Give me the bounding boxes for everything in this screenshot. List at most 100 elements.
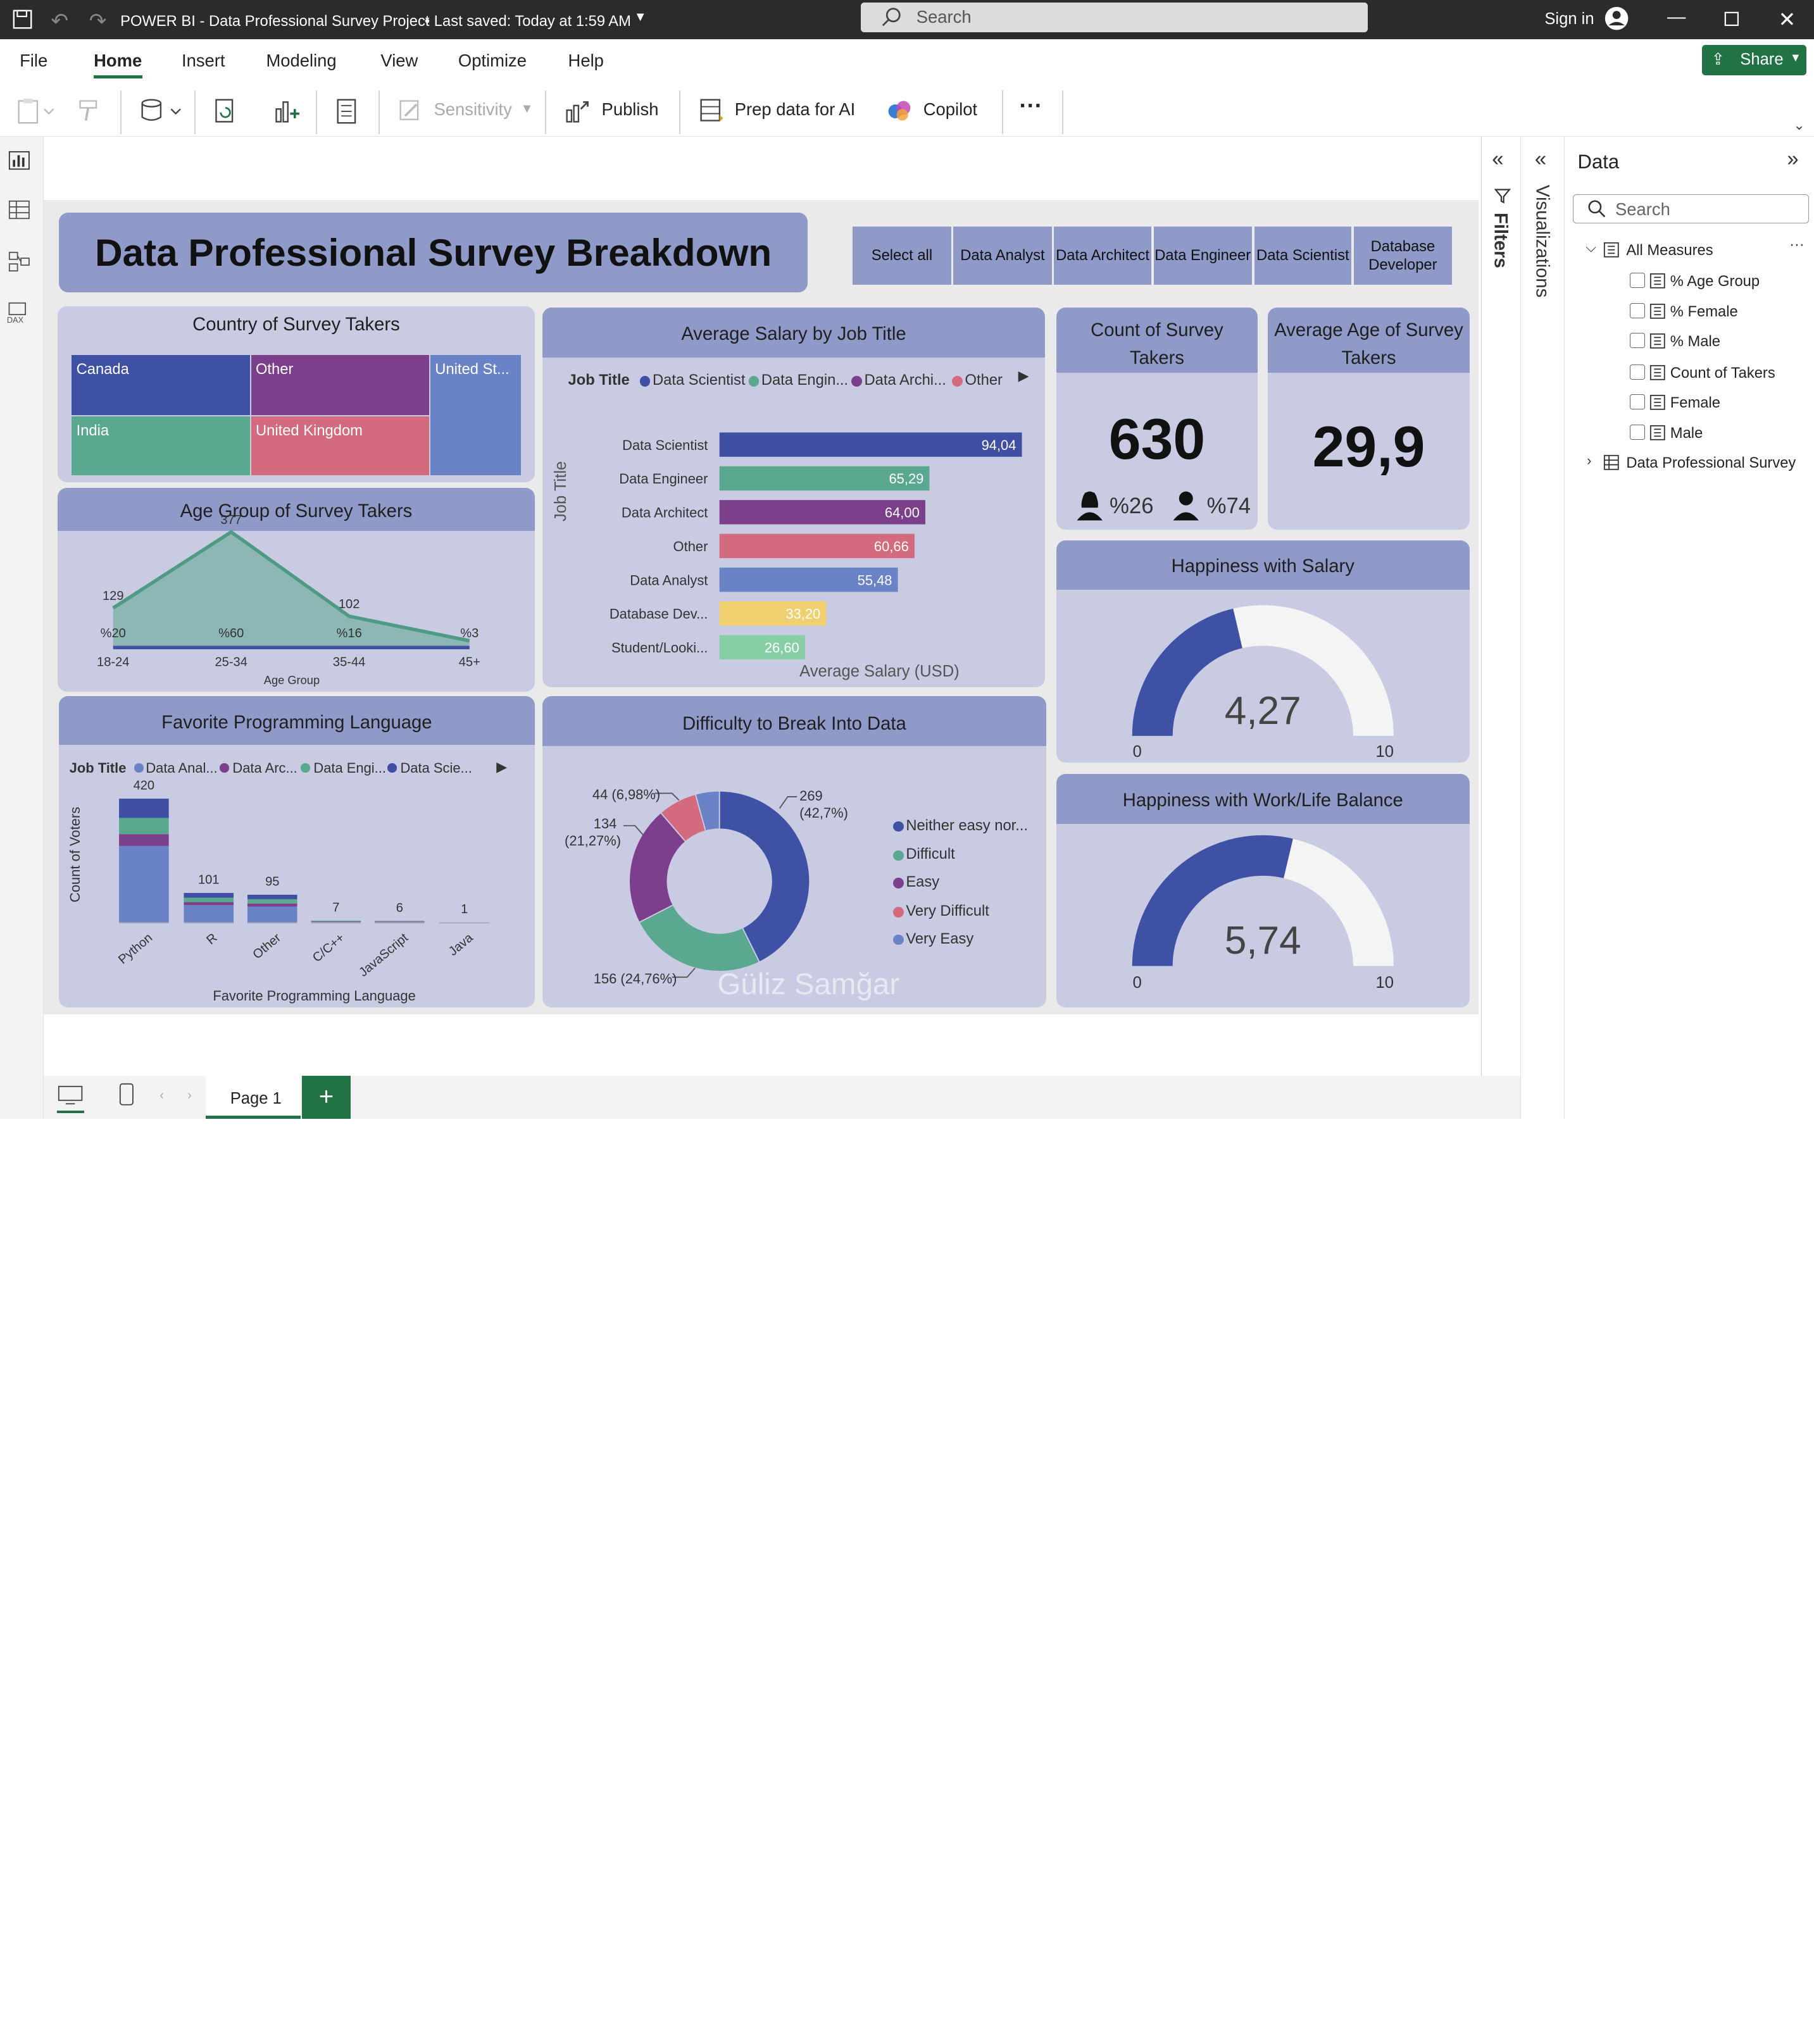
chevron-down-icon[interactable]: ▼ bbox=[521, 102, 534, 116]
report-view-icon[interactable] bbox=[8, 151, 32, 171]
save-icon[interactable] bbox=[13, 9, 34, 30]
collapse-ribbon-icon[interactable]: ⌄ bbox=[1793, 117, 1805, 134]
treemap-cell-india[interactable]: India bbox=[72, 416, 250, 475]
difficulty-legend-item[interactable]: Neither easy nor... bbox=[906, 817, 1028, 835]
all-measures-group[interactable]: All Measures bbox=[1626, 242, 1713, 259]
treemap-cell-other[interactable]: Other bbox=[251, 355, 430, 415]
field-male[interactable]: Male bbox=[1670, 425, 1703, 442]
avg-age-card[interactable]: Average Age of Survey Takers 29,9 bbox=[1268, 308, 1469, 530]
mobile-layout-icon[interactable] bbox=[119, 1083, 135, 1106]
slicer-data-engineer[interactable]: Data Engineer bbox=[1154, 227, 1252, 284]
field-female[interactable]: Female bbox=[1670, 394, 1720, 412]
next-page-icon[interactable]: › bbox=[187, 1088, 192, 1103]
sign-in-link[interactable]: Sign in bbox=[1544, 10, 1594, 28]
new-visual-icon[interactable] bbox=[273, 97, 301, 125]
chevron-right-icon[interactable]: › bbox=[1587, 452, 1591, 469]
minimize-icon[interactable]: — bbox=[1667, 7, 1686, 28]
prev-page-icon[interactable]: ‹ bbox=[160, 1088, 164, 1103]
paste-icon[interactable] bbox=[16, 97, 58, 125]
chevron-down-icon[interactable]: ▼ bbox=[634, 10, 647, 25]
undo-icon[interactable]: ↶ bbox=[51, 8, 68, 33]
tab-modeling[interactable]: Modeling bbox=[266, 51, 336, 71]
sensitivity-label[interactable]: Sensitivity bbox=[434, 99, 512, 120]
country-card[interactable]: Country of Survey Takers Canada Other Un… bbox=[58, 306, 534, 482]
difficulty-card[interactable]: Difficulty to Break Into Data 269 (42,7%… bbox=[542, 696, 1046, 1007]
copilot-button[interactable]: Copilot bbox=[923, 99, 977, 120]
field-checkbox[interactable] bbox=[1630, 273, 1645, 288]
difficulty-legend-item[interactable]: Difficult bbox=[906, 845, 954, 863]
field-age-group[interactable]: % Age Group bbox=[1670, 273, 1760, 290]
tab-help[interactable]: Help bbox=[568, 51, 604, 71]
add-page-button[interactable]: + bbox=[302, 1076, 351, 1119]
more-options-icon[interactable]: ··· bbox=[1789, 236, 1805, 254]
calculator-icon[interactable] bbox=[335, 97, 359, 125]
difficulty-chart[interactable] bbox=[542, 696, 1046, 1007]
language-card[interactable]: Favorite Programming Language Job Title … bbox=[59, 696, 534, 1007]
field-checkbox[interactable] bbox=[1630, 425, 1645, 440]
publish-icon[interactable] bbox=[565, 97, 592, 125]
field-checkbox[interactable] bbox=[1630, 394, 1645, 409]
field-male-percent[interactable]: % Male bbox=[1670, 333, 1720, 351]
tab-insert[interactable]: Insert bbox=[182, 51, 225, 71]
chevron-down-icon[interactable]: ⌵ bbox=[1586, 239, 1596, 256]
visualizations-pane-collapsed[interactable]: « Visualizations bbox=[1520, 137, 1564, 1119]
model-view-icon[interactable] bbox=[8, 251, 32, 272]
field-checkbox[interactable] bbox=[1630, 333, 1645, 348]
redo-icon[interactable]: ↷ bbox=[89, 8, 107, 33]
prep-data-button[interactable]: Prep data for AI bbox=[735, 99, 855, 120]
field-checkbox[interactable] bbox=[1630, 303, 1645, 318]
refresh-icon[interactable] bbox=[213, 97, 238, 125]
account-icon[interactable] bbox=[1604, 6, 1629, 31]
search-box[interactable]: Search bbox=[861, 3, 1368, 33]
field-female-percent[interactable]: % Female bbox=[1670, 303, 1738, 321]
slicer-database-developer[interactable]: Database Developer bbox=[1354, 227, 1452, 284]
tab-home[interactable]: Home bbox=[94, 51, 142, 71]
slicer-data-architect[interactable]: Data Architect bbox=[1054, 227, 1151, 284]
desktop-layout-icon[interactable] bbox=[58, 1085, 83, 1106]
share-button[interactable]: ⇪ Share ▼ bbox=[1702, 45, 1806, 75]
field-checkbox[interactable] bbox=[1630, 365, 1645, 380]
copilot-icon[interactable] bbox=[886, 97, 914, 125]
slicer-select-all[interactable]: Select all bbox=[853, 227, 951, 284]
happiness-wlb-card[interactable]: Happiness with Work/Life Balance 5,74 0 … bbox=[1056, 774, 1470, 1007]
tab-optimize[interactable]: Optimize bbox=[458, 51, 527, 71]
slicer-data-scientist[interactable]: Data Scientist bbox=[1254, 227, 1352, 284]
slicer-data-analyst[interactable]: Data Analyst bbox=[953, 227, 1051, 284]
expand-filters-icon[interactable]: « bbox=[1492, 147, 1503, 171]
table-data-professional-survey[interactable]: Data Professional Survey bbox=[1626, 454, 1796, 472]
language-chart[interactable]: 420Python101R95Other7C/C++6JavaScript1Ja… bbox=[59, 696, 534, 1007]
difficulty-legend-item[interactable]: Very Easy bbox=[906, 930, 973, 948]
tab-file[interactable]: File bbox=[20, 51, 47, 71]
visualizations-label[interactable]: Visualizations bbox=[1531, 185, 1552, 297]
difficulty-legend-item[interactable]: Easy bbox=[906, 873, 939, 891]
happiness-wlb-gauge[interactable] bbox=[1056, 774, 1470, 1007]
more-options-icon[interactable]: ··· bbox=[1019, 92, 1042, 119]
happiness-salary-card[interactable]: Happiness with Salary 4,27 0 10 bbox=[1056, 540, 1470, 763]
format-painter-icon[interactable] bbox=[77, 97, 102, 123]
expand-visualizations-icon[interactable]: « bbox=[1535, 147, 1546, 171]
treemap-cell-united-states[interactable]: United St... bbox=[430, 355, 521, 475]
table-view-icon[interactable] bbox=[8, 200, 32, 221]
maximize-icon[interactable] bbox=[1724, 11, 1739, 27]
collapse-data-pane-icon[interactable]: » bbox=[1787, 147, 1798, 171]
close-icon[interactable]: ✕ bbox=[1779, 7, 1796, 32]
filters-label[interactable]: Filters bbox=[1490, 213, 1511, 268]
publish-button[interactable]: Publish bbox=[602, 99, 659, 120]
treemap-cell-canada[interactable]: Canada bbox=[72, 355, 250, 415]
get-data-icon[interactable] bbox=[140, 97, 186, 125]
field-count-of-takers[interactable]: Count of Takers bbox=[1670, 365, 1775, 382]
prep-data-icon[interactable] bbox=[699, 97, 727, 125]
salary-card[interactable]: Average Salary by Job Title Job Title Da… bbox=[542, 308, 1044, 687]
tab-view[interactable]: View bbox=[380, 51, 418, 71]
treemap-cell-united-kingdom[interactable]: United Kingdom bbox=[251, 416, 430, 475]
dax-query-icon[interactable]: DAX bbox=[6, 302, 34, 325]
page-tab-page1[interactable]: Page 1 bbox=[206, 1076, 301, 1119]
data-search-input[interactable]: Search bbox=[1573, 194, 1809, 223]
filters-pane-collapsed[interactable]: « Filters bbox=[1481, 137, 1520, 1119]
count-card[interactable]: Count of Survey Takers 630 %26 %74 bbox=[1056, 308, 1258, 530]
difficulty-legend-item[interactable]: Very Difficult bbox=[906, 902, 989, 920]
sensitivity-icon[interactable] bbox=[398, 97, 423, 123]
